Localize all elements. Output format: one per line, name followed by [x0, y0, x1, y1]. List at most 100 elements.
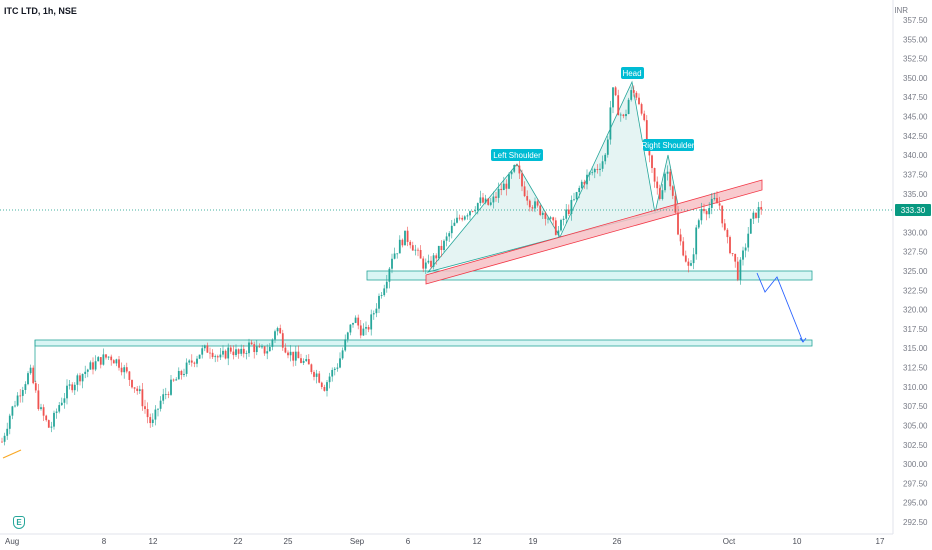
candle	[349, 324, 352, 336]
x-tick-label: 12	[149, 537, 158, 546]
label-right-shoulder[interactable]: Right Shoulder	[642, 139, 695, 151]
candle	[53, 410, 55, 430]
candle	[565, 203, 568, 224]
candle	[575, 191, 578, 202]
label-left-shoulder[interactable]: Left Shoulder	[491, 149, 543, 161]
candle	[690, 260, 692, 267]
candle	[700, 202, 703, 225]
candle	[284, 343, 287, 354]
candle	[734, 253, 737, 268]
candle	[151, 413, 154, 427]
candle	[760, 200, 763, 215]
x-tick-label: Oct	[723, 537, 736, 546]
x-tick-label: 12	[473, 537, 482, 546]
candle	[505, 179, 508, 196]
candle	[380, 291, 383, 299]
support-zone-upper[interactable]	[366, 270, 813, 281]
x-tick-label: 8	[102, 537, 107, 546]
candle	[531, 205, 534, 212]
candle	[609, 100, 612, 145]
candle	[292, 351, 295, 367]
candle	[19, 388, 22, 403]
candle	[671, 185, 674, 200]
candle	[560, 218, 562, 232]
candle	[359, 320, 362, 339]
candle	[658, 184, 661, 201]
y-tick-label: 325.00	[903, 267, 928, 276]
candle	[209, 347, 211, 359]
candle	[669, 168, 672, 191]
candle	[21, 386, 24, 403]
candle	[237, 348, 240, 359]
candle	[755, 212, 757, 220]
last-price-label: 333.30	[901, 206, 926, 215]
candle	[742, 246, 744, 266]
y-tick-label: 347.50	[903, 93, 928, 102]
candle	[687, 258, 690, 273]
candle	[55, 408, 58, 419]
candle	[385, 274, 388, 293]
candle	[401, 238, 404, 248]
candle	[287, 350, 289, 359]
broker-logo-icon[interactable]: E	[13, 516, 25, 529]
candle	[372, 310, 375, 320]
candle	[443, 239, 445, 253]
drawing-layer[interactable]	[2, 80, 813, 459]
candle	[409, 240, 412, 249]
candle	[596, 164, 599, 174]
candle	[352, 322, 354, 328]
candle	[34, 380, 37, 393]
candle	[406, 226, 409, 247]
candle	[744, 243, 747, 258]
candle	[110, 354, 113, 366]
candle	[432, 252, 435, 270]
candle	[315, 369, 318, 384]
label-head[interactable]: Head	[621, 67, 644, 79]
candle	[328, 372, 331, 389]
label-left-shoulder-text: Left Shoulder	[493, 151, 541, 160]
candle	[492, 191, 495, 209]
candle	[79, 372, 81, 386]
candle	[440, 240, 443, 257]
candle	[255, 340, 258, 356]
candle	[604, 153, 607, 165]
candle	[705, 209, 708, 221]
candle	[323, 384, 326, 392]
candle	[539, 204, 542, 217]
candle	[747, 227, 750, 252]
candle	[149, 413, 152, 428]
candle	[456, 210, 458, 224]
candle	[495, 191, 497, 202]
candle	[513, 164, 516, 174]
candle	[131, 379, 133, 389]
candle	[430, 256, 432, 269]
candle	[320, 381, 323, 390]
support-zone-lower[interactable]	[34, 339, 813, 347]
candle	[500, 182, 503, 196]
chart-title: ITC LTD, 1h, NSE	[4, 6, 77, 16]
candle	[757, 201, 760, 223]
projection-path[interactable]	[756, 272, 804, 343]
neckline-channel[interactable]	[425, 179, 763, 285]
candle	[476, 202, 479, 215]
y-tick-label: 295.00	[903, 499, 928, 508]
candle	[752, 210, 755, 225]
candle	[614, 86, 617, 97]
candle	[549, 215, 552, 220]
candle	[76, 373, 79, 392]
candle	[424, 258, 427, 274]
candle	[47, 419, 50, 428]
candle	[185, 358, 188, 377]
candle	[427, 254, 430, 265]
y-tick-label: 322.50	[903, 286, 928, 295]
candle	[27, 371, 29, 386]
candle	[120, 362, 123, 376]
candle	[458, 214, 461, 221]
candle	[487, 198, 490, 206]
x-tick-label: 10	[793, 537, 802, 546]
candle	[677, 206, 679, 236]
candle	[393, 247, 396, 260]
candle	[414, 244, 417, 256]
candle	[105, 354, 107, 360]
